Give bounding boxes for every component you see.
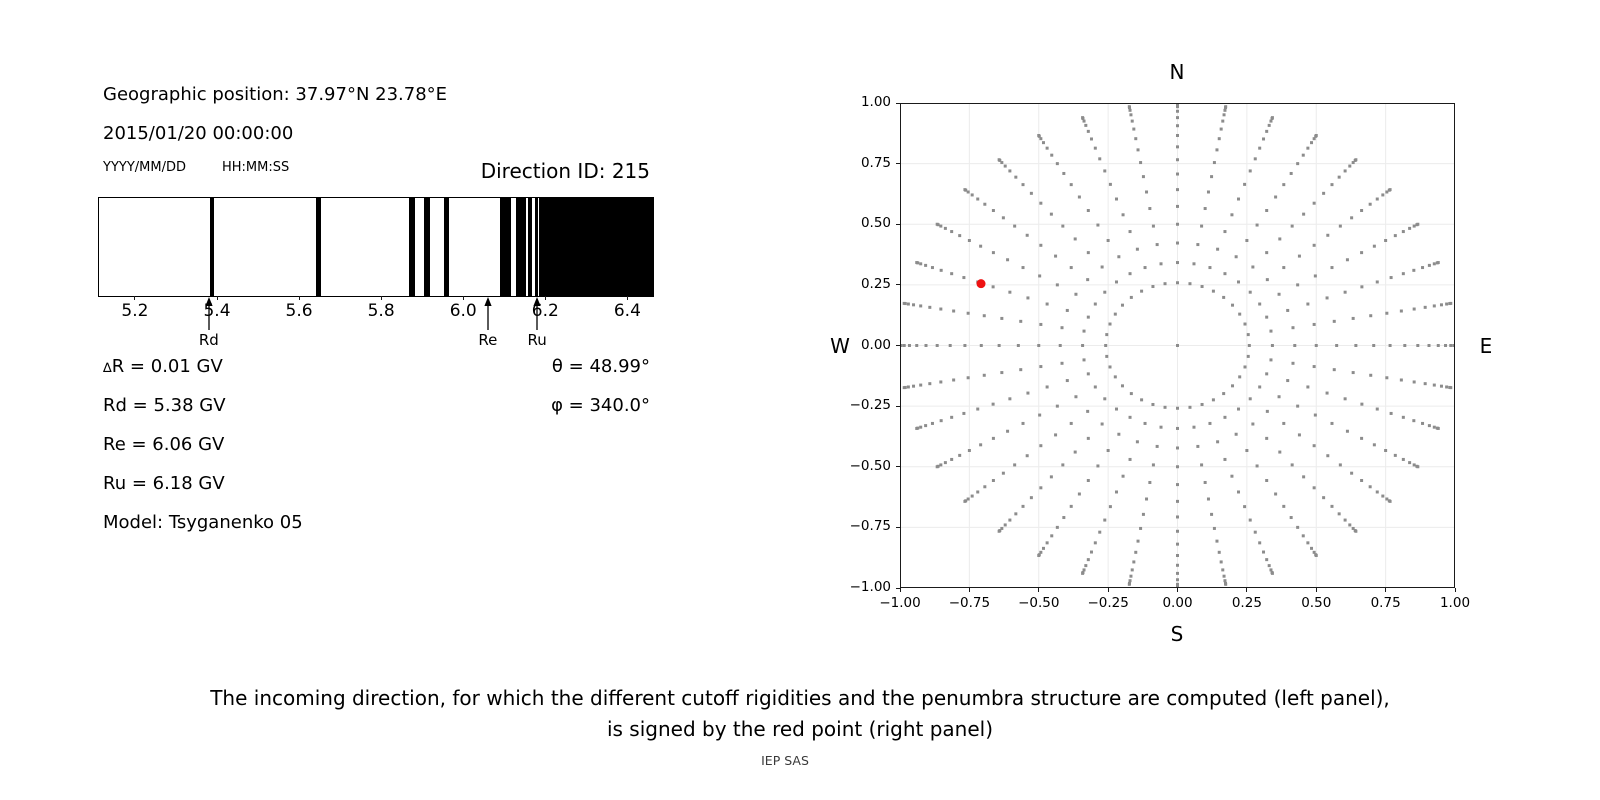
- penumbra-allowed-band: [500, 198, 511, 296]
- x-tick-mark: [1385, 588, 1387, 592]
- red-point: [976, 279, 986, 289]
- caption-line-1: The incoming direction, for which the di…: [210, 686, 1390, 710]
- penumbra-allowed-band: [516, 198, 527, 296]
- y-tick-label: 0.25: [860, 275, 891, 292]
- y-tick-mark: [896, 284, 900, 286]
- penumbra-allowed-band: [424, 198, 431, 296]
- x-tick-label: −0.75: [948, 595, 991, 611]
- time-format-label: HH:MM:SS: [222, 160, 290, 175]
- cutoff-arrow-label-rd: Rd: [198, 331, 219, 349]
- penumbra-allowed-band: [538, 198, 653, 296]
- x-tick-mark: [1454, 588, 1456, 592]
- x-tick-label: −1.00: [879, 595, 921, 611]
- direction-map-plot: [898, 101, 1457, 590]
- y-tick-label: −0.25: [849, 397, 891, 414]
- date-format-label: YYYY/MM/DD: [103, 160, 186, 175]
- x-tick-mark: [968, 588, 970, 592]
- delta-icon: ∆: [103, 361, 112, 376]
- compass-west-label: W: [830, 334, 850, 358]
- y-tick-mark: [896, 526, 900, 528]
- direction-id-label: Direction ID: 215: [480, 159, 650, 183]
- credit-label: IEP SAS: [761, 753, 809, 768]
- delta-r-value: ∆R = 0.01 GV: [103, 356, 223, 377]
- x-tick-mark: [626, 296, 628, 300]
- ru-value: Ru = 6.18 GV: [103, 473, 225, 494]
- x-tick-mark: [1107, 588, 1109, 592]
- y-tick-label: 0.75: [860, 154, 891, 171]
- direction-map-svg: [898, 101, 1457, 590]
- penumbra-allowed-band: [316, 198, 321, 296]
- x-tick-label: 5.6: [285, 301, 313, 321]
- x-tick-mark: [380, 296, 382, 300]
- geo-position-label: Geographic position: 37.97°N 23.78°E: [103, 84, 448, 105]
- theta-value: θ = 48.99°: [551, 356, 650, 377]
- compass-north-label: N: [1169, 60, 1185, 84]
- compass-east-label: E: [1479, 334, 1493, 358]
- x-tick-label: 5.8: [367, 301, 395, 321]
- x-tick-label: 5.4: [203, 301, 231, 321]
- cutoff-arrow-rd: [205, 297, 213, 330]
- x-tick-mark: [134, 296, 136, 300]
- penumbra-allowed-band: [528, 198, 533, 296]
- x-tick-mark: [462, 296, 464, 300]
- x-tick-label: 5.2: [121, 301, 149, 321]
- cutoff-arrow-label-re: Re: [478, 331, 498, 349]
- x-tick-label: 6.2: [531, 301, 559, 321]
- x-tick-mark: [544, 296, 546, 300]
- x-tick-mark: [1315, 588, 1317, 592]
- x-tick-mark: [1246, 588, 1248, 592]
- y-tick-mark: [896, 405, 900, 407]
- x-tick-mark: [899, 588, 901, 592]
- y-tick-label: 0.00: [860, 336, 891, 353]
- x-tick-label: 0.75: [1370, 595, 1401, 611]
- penumbra-allowed-band: [409, 198, 416, 296]
- compass-south-label: S: [1170, 622, 1184, 646]
- y-tick-mark: [896, 102, 900, 104]
- y-tick-mark: [896, 345, 900, 346]
- x-tick-label: 6.4: [613, 301, 641, 321]
- penumbra-allowed-band: [444, 198, 450, 296]
- y-tick-mark: [896, 163, 900, 165]
- y-tick-label: 1.00: [860, 94, 891, 110]
- penumbra-allowed-band: [209, 198, 215, 296]
- penumbra-barcode-plot: [98, 197, 654, 297]
- rd-value: Rd = 5.38 GV: [103, 395, 226, 416]
- x-tick-mark: [1177, 588, 1178, 592]
- x-tick-label: 6.0: [449, 301, 477, 321]
- y-tick-label: −0.75: [849, 518, 891, 535]
- re-value: Re = 6.06 GV: [103, 434, 225, 455]
- cutoff-arrow-re: [484, 297, 492, 330]
- x-tick-mark: [1038, 588, 1040, 592]
- x-tick-label: 0.00: [1162, 595, 1193, 611]
- x-tick-label: 0.50: [1301, 595, 1332, 611]
- phi-value: φ = 340.0°: [551, 395, 650, 416]
- y-tick-mark: [896, 587, 900, 589]
- cutoff-arrow-ru: [533, 297, 541, 330]
- x-tick-mark: [216, 296, 218, 300]
- y-tick-label: −1.00: [849, 579, 891, 595]
- y-tick-mark: [896, 223, 900, 225]
- x-tick-mark: [298, 296, 300, 300]
- direction-grid-dots: [898, 101, 1457, 590]
- model-label: Model: Tsyganenko 05: [103, 512, 303, 533]
- cutoff-arrow-label-ru: Ru: [527, 331, 547, 349]
- penumbra-allowed-band: [535, 198, 538, 296]
- plot-border: [900, 103, 1455, 588]
- y-tick-mark: [896, 466, 900, 468]
- x-tick-label: 1.00: [1439, 595, 1471, 611]
- y-tick-label: −0.50: [849, 457, 891, 474]
- x-tick-label: −0.25: [1087, 595, 1129, 611]
- caption-line-2: is signed by the red point (right panel): [606, 717, 994, 741]
- x-tick-label: −0.50: [1018, 595, 1060, 611]
- datetime-label: 2015/01/20 00:00:00: [103, 123, 294, 144]
- y-tick-label: 0.50: [860, 215, 891, 232]
- x-tick-label: 0.25: [1231, 595, 1262, 611]
